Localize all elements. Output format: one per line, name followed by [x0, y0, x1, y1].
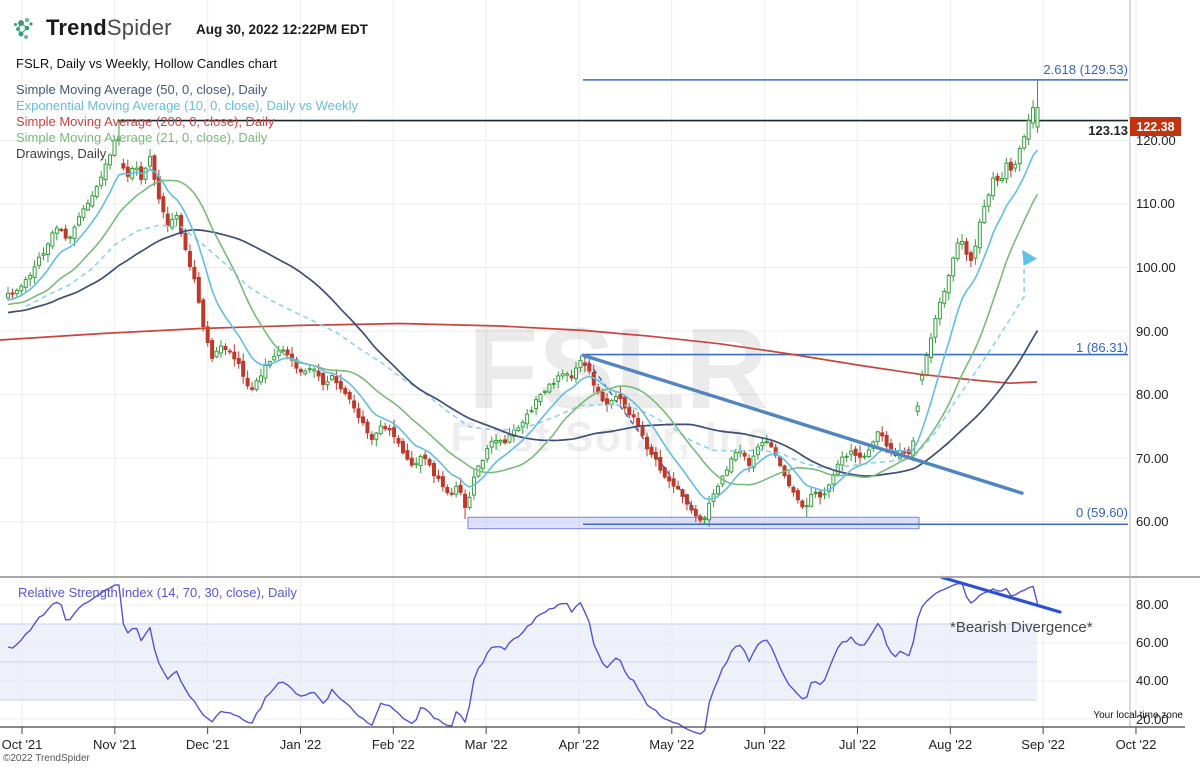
legend-item-sma21[interactable]: Simple Moving Average (21, 0, close), Da…: [16, 130, 268, 145]
time-axis-label: Oct '21: [1, 737, 43, 752]
app-title-light: Spider: [106, 15, 172, 40]
price-axis-label: 110.00: [1136, 196, 1175, 212]
indicator-legend: Simple Moving Average (50, 0, close), Da…: [16, 82, 358, 162]
time-axis-label: Dec '21: [185, 737, 230, 752]
price-axis-label: 80.00: [1136, 387, 1169, 403]
chart-title[interactable]: FSLR, Daily vs Weekly, Hollow Candles ch…: [16, 56, 278, 71]
legend-item-drawings[interactable]: Drawings, Daily: [16, 146, 107, 161]
time-axis-label: Oct '22: [1115, 737, 1157, 752]
fib-level-label-2618: 2.618 (129.53): [1043, 62, 1128, 77]
time-axis-label: Sep '22: [1021, 737, 1065, 752]
rsi-axis-label: 40.00: [1136, 673, 1169, 689]
time-axis-label: Feb '22: [371, 737, 415, 752]
price-axis-label: 60.00: [1136, 514, 1169, 530]
time-axis-label: Jun '22: [743, 737, 786, 752]
watermark-company: First Solar, Inc.: [450, 413, 785, 460]
legend-item-ema10[interactable]: Exponential Moving Average (10, 0, close…: [16, 98, 359, 113]
legend-item-sma50[interactable]: Simple Moving Average (50, 0, close), Da…: [16, 82, 268, 97]
time-axis-label: Aug '22: [928, 737, 973, 752]
timezone-note: Your local time zone: [1093, 710, 1183, 721]
time-axis-label: Nov '21: [92, 737, 137, 752]
last-price-badge: 122.38: [1130, 117, 1181, 136]
price-axis-scale[interactable]: [1130, 0, 1190, 727]
legend-item-sma200[interactable]: Simple Moving Average (200, 0, close), D…: [16, 114, 275, 129]
time-axis-label: Mar '22: [464, 737, 508, 752]
chart-datetime: Aug 30, 2022 12:22PM EDT: [196, 22, 368, 37]
copyright-label: ©2022 TrendSpider: [3, 753, 90, 764]
rsi-axis-label: 80.00: [1136, 597, 1169, 613]
time-axis-label: Jul '22: [838, 737, 877, 752]
price-axis-label: 90.00: [1136, 323, 1169, 339]
rsi-legend-label[interactable]: Relative Strength Index (14, 70, 30, clo…: [18, 585, 297, 600]
price-axis-label: 120.00: [1136, 132, 1176, 148]
price-axis-label: 70.00: [1136, 450, 1169, 466]
rsi-plot: [0, 575, 1062, 735]
time-axis-label: Apr '22: [558, 737, 600, 752]
price-axis-label: 100.00: [1136, 260, 1176, 276]
rsi-axis-label: 60.00: [1136, 635, 1169, 651]
bearish-divergence-annotation: *Bearish Divergence*: [950, 619, 1093, 636]
candlesticks: [6, 79, 1040, 528]
trendspider-logo-icon: [14, 18, 33, 39]
fib-level-label-1: 1 (86.31): [1075, 340, 1128, 355]
time-axis-label: May '22: [649, 737, 695, 752]
trendspider-logo[interactable]: [13, 15, 41, 48]
price-level-label: 123.13: [1088, 123, 1128, 138]
app-title: TrendSpider: [46, 15, 172, 41]
chart-drawings-over: [581, 249, 1037, 495]
fib-level-label-0: 0 (59.60): [1075, 505, 1128, 520]
app-title-bold: Trend: [46, 15, 107, 40]
moving-average-lines: [0, 149, 1039, 501]
rsi-axis-label: 20.00: [1136, 711, 1169, 727]
time-axis-label: Jan '22: [279, 737, 322, 752]
